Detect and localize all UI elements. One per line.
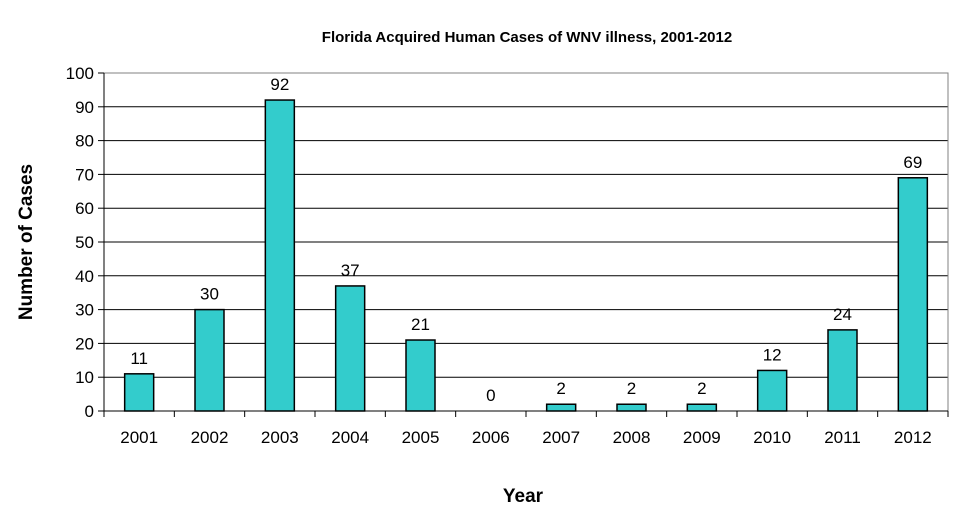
y-tick-label: 30 — [75, 301, 94, 320]
x-tick-label-2006: 2006 — [472, 428, 510, 447]
data-label-2007: 2 — [556, 379, 565, 398]
y-tick-label: 40 — [75, 267, 94, 286]
y-tick-label: 100 — [66, 64, 94, 83]
x-tick-label-2011: 2011 — [824, 428, 861, 447]
x-tick-label-2005: 2005 — [402, 428, 440, 447]
data-label-2009: 2 — [697, 379, 706, 398]
bar-2008 — [616, 403, 647, 412]
bar-2010 — [756, 369, 788, 412]
bar-2005 — [405, 339, 436, 412]
data-label-2006: 0 — [486, 386, 495, 405]
x-axis-ticks: 2001 2002 2003 2004 2005 2006 2007 2008 2009 2010… — [103, 411, 949, 447]
bar-2007 — [545, 403, 577, 412]
bar-2002 — [194, 308, 225, 412]
y-tick-label: 10 — [75, 368, 94, 387]
data-label-2012: 69 — [903, 153, 922, 172]
data-label-2011: 24 — [833, 305, 852, 324]
bar-2001 — [123, 373, 155, 412]
bar-2004 — [334, 285, 366, 412]
data-label-2003: 92 — [270, 75, 289, 94]
data-label-2008: 2 — [627, 379, 636, 398]
y-tick-label: 90 — [75, 98, 94, 117]
x-tick-label-2010: 2010 — [753, 428, 791, 447]
gridlines — [104, 72, 948, 378]
y-axis-ticks: 0 10 20 30 40 50 60 70 80 90 100 — [66, 64, 104, 421]
y-tick-label: 0 — [85, 402, 94, 421]
data-label-2002: 30 — [200, 285, 219, 304]
x-tick-label-2001: 2001 — [120, 428, 158, 447]
y-tick-label: 60 — [75, 199, 94, 218]
x-tick-label-2004: 2004 — [331, 428, 369, 447]
bar-2012 — [897, 177, 929, 412]
bar-2009 — [686, 403, 718, 412]
data-label-2005: 21 — [411, 315, 430, 334]
data-label-2004: 37 — [341, 261, 360, 280]
x-tick-label-2007: 2007 — [542, 428, 580, 447]
y-tick-label: 20 — [75, 334, 94, 353]
x-tick-label-2012: 2012 — [894, 428, 932, 447]
bars — [123, 99, 929, 412]
y-tick-label: 50 — [75, 233, 94, 252]
bar-2011 — [827, 329, 858, 412]
y-axis-title: Number of Cases — [16, 164, 37, 320]
x-tick-label-2002: 2002 — [191, 428, 229, 447]
data-label-2001: 11 — [130, 349, 148, 368]
x-axis-title: Year — [503, 486, 544, 507]
chart-title: Florida Acquired Human Cases of WNV illn… — [322, 29, 732, 46]
y-tick-label: 70 — [75, 165, 94, 184]
data-labels: 11 30 92 37 21 0 2 2 2 12 24 69 — [130, 75, 922, 405]
x-tick-label-2003: 2003 — [261, 428, 299, 447]
x-tick-label-2009: 2009 — [683, 428, 721, 447]
data-label-2010: 12 — [763, 345, 782, 364]
bar-2003 — [264, 99, 296, 412]
y-tick-label: 80 — [75, 132, 94, 151]
x-tick-label-2008: 2008 — [613, 428, 651, 447]
